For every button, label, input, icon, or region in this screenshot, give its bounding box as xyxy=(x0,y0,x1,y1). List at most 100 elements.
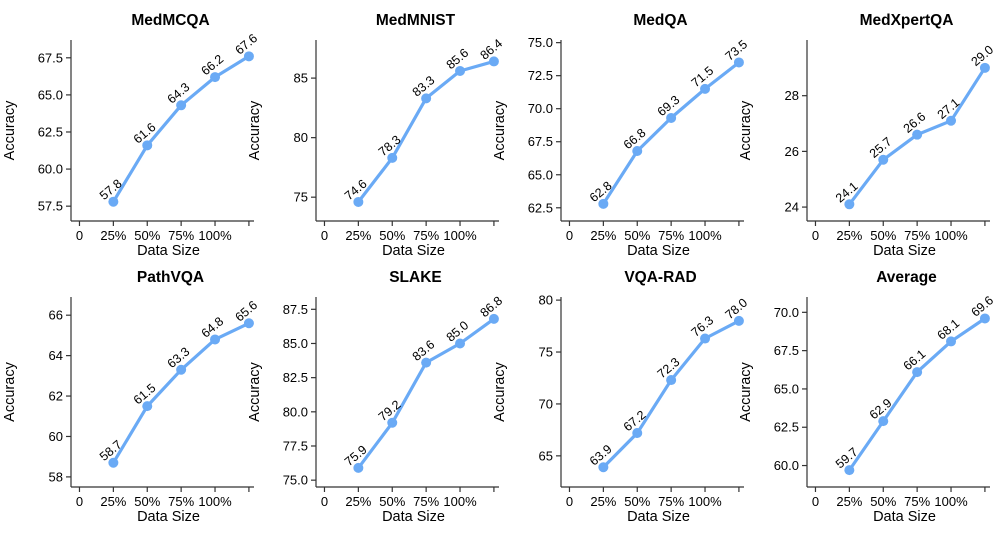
x-tick-label: 0 xyxy=(321,494,328,509)
y-tick-label: 65.0 xyxy=(774,381,799,396)
y-axis-label: Accuracy xyxy=(247,100,263,160)
data-point xyxy=(488,56,499,67)
x-tick-label: 0 xyxy=(566,494,573,509)
x-axis-label: Data Size xyxy=(627,243,690,259)
x-tick-label: 0 xyxy=(321,228,328,243)
x-tick-label: 50% xyxy=(379,494,405,509)
data-point xyxy=(108,196,119,207)
x-tick-label: 100% xyxy=(934,494,968,509)
data-point xyxy=(387,152,398,163)
x-tick-label: 25% xyxy=(836,228,862,243)
data-point xyxy=(243,51,254,62)
x-axis-label: Data Size xyxy=(873,509,936,525)
chart-panel-2: MedMNIST 75 80 85 0 25% 50% 75% 100%Data Size Acc… xyxy=(247,12,505,259)
data-point xyxy=(108,457,119,468)
y-axis-label: Accuracy xyxy=(2,100,18,160)
x-tick-label: 25% xyxy=(345,494,371,509)
y-tick-label: 75 xyxy=(294,190,308,205)
chart-panel-6: SLAKE 75.0 77.5 80.0 82.5 85.0 87.5 0 25% 50% 75% 1… xyxy=(247,269,505,525)
data-point xyxy=(700,333,711,344)
data-point xyxy=(421,357,432,368)
y-tick-label: 66 xyxy=(49,308,63,323)
y-tick-label: 75.0 xyxy=(283,473,308,488)
x-tick-label: 25% xyxy=(590,494,616,509)
y-tick-label: 85.0 xyxy=(283,336,308,351)
data-point xyxy=(210,72,221,83)
chart-panel-3: MedQA 62.5 65.0 67.5 70.0 72.5 75.0 0 25% 50% 75% 1… xyxy=(492,12,750,259)
data-point xyxy=(243,318,254,329)
data-point xyxy=(666,375,677,386)
data-point xyxy=(912,367,923,378)
data-point xyxy=(598,198,609,209)
x-tick-label: 100% xyxy=(198,228,232,243)
data-point xyxy=(176,100,187,111)
x-axis-label: Data Size xyxy=(382,243,445,259)
data-point xyxy=(210,334,221,345)
data-point xyxy=(733,315,744,326)
chart-title: MedQA xyxy=(633,12,687,29)
data-point xyxy=(844,465,855,476)
y-axis-label: Accuracy xyxy=(2,361,18,421)
y-tick-label: 62.5 xyxy=(774,420,799,435)
x-tick-label: 75% xyxy=(904,494,930,509)
y-axis-label: Accuracy xyxy=(492,361,508,421)
y-tick-label: 80.0 xyxy=(283,404,308,419)
chart-panel-4: MedXpertQA 24 26 28 0 25% 50% 75% 100%Data Size A… xyxy=(738,12,996,259)
chart-panel-1: MedMCQA 57.5 60.0 62.5 65.0 67.5 0 25% 50% 75% 100… xyxy=(2,12,260,259)
x-axis-label: Data Size xyxy=(137,509,200,525)
chart-title: SLAKE xyxy=(389,269,442,286)
data-point xyxy=(387,417,398,428)
x-tick-label: 75% xyxy=(168,228,194,243)
y-tick-label: 57.5 xyxy=(38,199,63,214)
chart-title: VQA-RAD xyxy=(624,269,696,286)
y-tick-label: 24 xyxy=(785,200,799,215)
y-axis-label: Accuracy xyxy=(738,361,754,421)
data-point xyxy=(979,313,990,324)
data-point xyxy=(979,62,990,73)
chart-title: MedXpertQA xyxy=(860,12,954,29)
y-tick-label: 60 xyxy=(49,429,63,444)
data-point xyxy=(844,199,855,210)
y-tick-label: 70.0 xyxy=(774,305,799,320)
data-point xyxy=(353,196,364,207)
data-point xyxy=(353,462,364,473)
data-point xyxy=(946,115,957,126)
series-line xyxy=(601,60,741,206)
x-tick-label: 75% xyxy=(658,228,684,243)
x-tick-label: 50% xyxy=(134,494,160,509)
data-point xyxy=(632,428,643,439)
data-point xyxy=(912,129,923,140)
data-point xyxy=(946,336,957,347)
y-tick-label: 85 xyxy=(294,71,308,86)
x-tick-label: 75% xyxy=(413,228,439,243)
y-tick-label: 80 xyxy=(539,293,553,308)
chart-panel-5: PathVQA 58 60 62 64 66 0 25% 50% 75% 100%Data Size… xyxy=(2,269,260,525)
data-point xyxy=(733,57,744,68)
y-tick-label: 77.5 xyxy=(283,438,308,453)
chart-title: MedMNIST xyxy=(376,12,456,29)
chart-title: Average xyxy=(876,269,937,286)
x-tick-label: 100% xyxy=(934,228,968,243)
x-tick-label: 50% xyxy=(870,228,896,243)
series-line xyxy=(111,54,251,204)
x-tick-label: 50% xyxy=(624,494,650,509)
y-tick-label: 70 xyxy=(539,396,553,411)
x-tick-label: 50% xyxy=(379,228,405,243)
chart-panel-7: VQA-RAD 65 70 75 80 0 25% 50% 75% 100%Data Size Ac… xyxy=(492,269,750,525)
data-point xyxy=(142,401,153,412)
y-tick-label: 62.5 xyxy=(38,124,63,139)
x-axis-label: Data Size xyxy=(627,509,690,525)
x-tick-label: 25% xyxy=(100,228,126,243)
data-point xyxy=(632,145,643,156)
x-tick-label: 100% xyxy=(688,228,722,243)
x-tick-label: 100% xyxy=(443,228,477,243)
y-tick-label: 75 xyxy=(539,345,553,360)
y-axis-label: Accuracy xyxy=(247,361,263,421)
x-tick-label: 75% xyxy=(168,494,194,509)
chart-title: PathVQA xyxy=(137,269,204,286)
y-tick-label: 67.5 xyxy=(38,50,63,65)
y-tick-label: 80 xyxy=(294,130,308,145)
data-point xyxy=(455,338,466,349)
